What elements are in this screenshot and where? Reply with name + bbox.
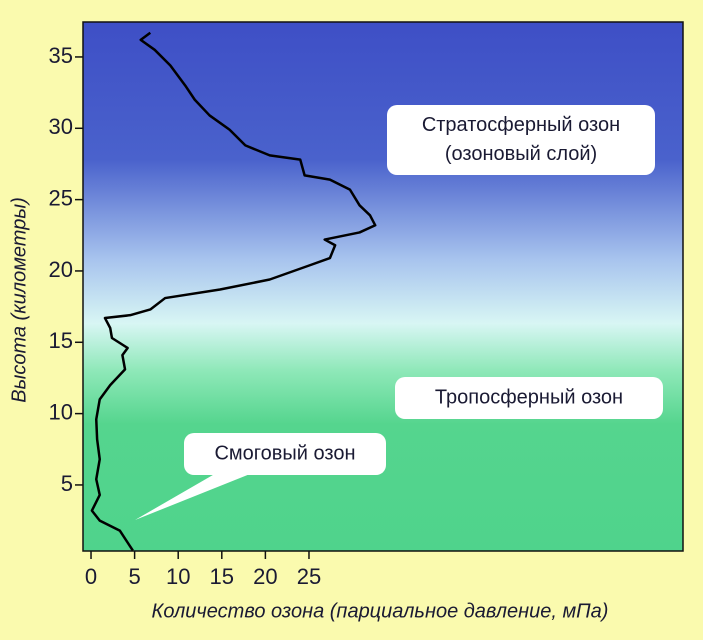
annotation-text: Смоговый озон bbox=[214, 442, 355, 464]
y-tick-label: 20 bbox=[49, 257, 73, 282]
ozone-profile bbox=[90, 31, 377, 552]
annotation-text: Стратосферный озон bbox=[422, 114, 620, 136]
annotation-text: (озоновый слой) bbox=[445, 143, 597, 165]
x-tick-label: 20 bbox=[253, 564, 277, 589]
annotation-box bbox=[184, 433, 386, 475]
y-tick-label: 15 bbox=[49, 328, 73, 353]
x-tick-label: 5 bbox=[128, 564, 140, 589]
y-tick-label: 10 bbox=[49, 399, 73, 424]
x-axis-label: Количество озона (парциальное давление, … bbox=[152, 600, 609, 622]
annotation-box bbox=[387, 105, 655, 175]
callout-pointer bbox=[135, 468, 265, 520]
annotation-text: Тропосферный озон bbox=[435, 386, 623, 408]
y-tick-label: 30 bbox=[49, 114, 73, 139]
y-axis-label: Высота (километры) bbox=[8, 197, 30, 402]
x-tick-label: 10 bbox=[166, 564, 190, 589]
annotation-box bbox=[395, 377, 663, 419]
plot-border bbox=[82, 21, 684, 552]
x-tick-label: 15 bbox=[210, 564, 234, 589]
x-tick-label: 0 bbox=[85, 564, 97, 589]
x-tick-label: 25 bbox=[297, 564, 321, 589]
y-tick-label: 25 bbox=[49, 185, 73, 210]
y-tick-label: 5 bbox=[61, 471, 73, 496]
y-tick-label: 35 bbox=[49, 43, 73, 68]
